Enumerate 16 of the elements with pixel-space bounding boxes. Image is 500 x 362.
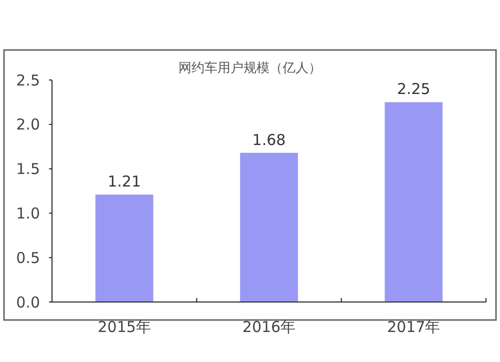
y-tick-label: 2.0 (16, 116, 40, 134)
x-tick-label: 2015年 (98, 318, 151, 336)
x-tick-label: 2016年 (242, 318, 296, 336)
bar (240, 152, 298, 302)
chart-title: 网约车用户规模（亿人） (178, 61, 322, 76)
y-tick-label: 1.0 (16, 204, 40, 222)
y-tick-label: 2.5 (16, 71, 40, 90)
y-tick-label: 1.5 (16, 160, 40, 178)
data-label: 1.68 (252, 130, 286, 149)
data-label: 2.25 (396, 80, 430, 98)
y-tick-label: 0.0 (16, 293, 40, 312)
bar (384, 102, 443, 302)
data-label: 1.21 (108, 172, 142, 191)
x-tick-label: 2017年 (387, 318, 440, 336)
bar (95, 194, 154, 302)
y-tick-label: 0.5 (16, 248, 40, 267)
